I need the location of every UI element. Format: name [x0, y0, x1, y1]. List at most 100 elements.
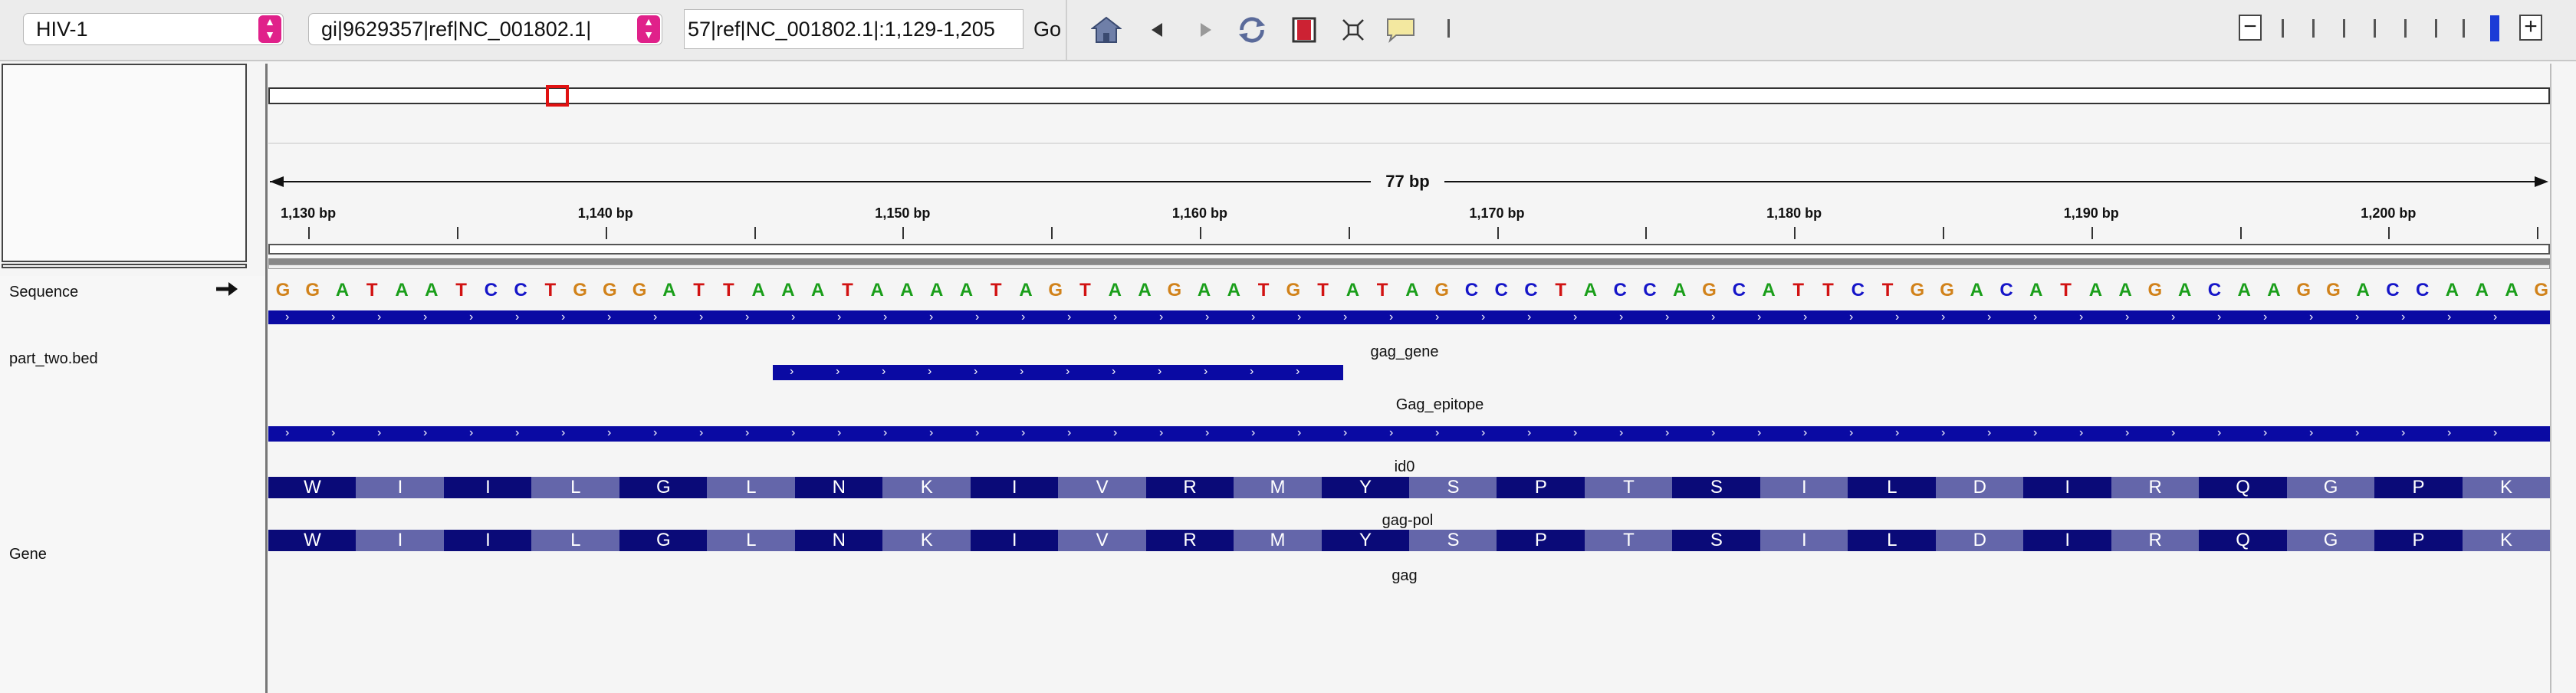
- refresh-icon[interactable]: [1236, 14, 1268, 46]
- locus-input[interactable]: 57|ref|NC_001802.1|:1,129-1,205: [684, 9, 1024, 49]
- track-label-gene[interactable]: Gene: [9, 546, 47, 563]
- amino-acid: Q: [2199, 530, 2288, 551]
- nucleotide: C: [2416, 280, 2430, 301]
- forward-icon[interactable]: [1190, 14, 1222, 46]
- strand-chevron-icon: ›: [1204, 365, 1208, 378]
- strand-chevron-icon: ›: [1757, 310, 1762, 324]
- amino-acid: I: [1760, 530, 1848, 551]
- chromosome-ideogram[interactable]: [268, 87, 2550, 104]
- amino-acid: L: [531, 477, 620, 498]
- strand-chevron-icon: ›: [2447, 426, 2452, 439]
- ruler-tick: [1497, 227, 1499, 239]
- bed-feature-gag-epitope[interactable]: › › › › › › › › › › › ›: [773, 365, 1343, 380]
- strand-chevron-icon: ›: [1251, 426, 1256, 439]
- nucleotide: A: [930, 280, 944, 301]
- zoom-in-button[interactable]: +: [2519, 15, 2542, 41]
- nucleotide: A: [781, 280, 795, 301]
- gene-feature-id0[interactable]: › › › › › › › › › › › › › › › › › › › › › › › › › › › › › › › › › › › › › › › ›…: [268, 426, 2550, 442]
- genome-dropdown[interactable]: HIV-1 ▲ ▼: [23, 13, 284, 45]
- strand-chevron-icon: ›: [1343, 426, 1348, 439]
- amino-acid: G: [619, 530, 708, 551]
- amino-acid: M: [1234, 530, 1322, 551]
- popup-icon[interactable]: [1385, 14, 1417, 46]
- strand-chevron-icon: ›: [2079, 426, 2084, 439]
- strand-chevron-icon: ›: [2263, 310, 2268, 324]
- nucleotide: A: [1197, 280, 1211, 301]
- strand-chevron-icon: ›: [1250, 365, 1254, 378]
- ruler-tick: [1199, 227, 1201, 239]
- strand-chevron-icon: ›: [423, 426, 428, 439]
- nucleotide: A: [2029, 280, 2043, 301]
- zoom-tick[interactable]: [2312, 19, 2315, 38]
- nucleotide: T: [723, 280, 734, 301]
- zoom-current-level[interactable]: [2490, 15, 2499, 41]
- amino-acid: L: [531, 530, 620, 551]
- nucleotide: G: [1940, 280, 1954, 301]
- go-button[interactable]: Go: [1033, 18, 1062, 41]
- feature-label: gag-pol: [1382, 512, 1434, 529]
- strand-chevron-icon: ›: [1113, 310, 1118, 324]
- amino-acid: I: [443, 530, 532, 551]
- home-icon[interactable]: [1090, 14, 1122, 46]
- nucleotide: C: [2386, 280, 2400, 301]
- nucleotide: A: [1346, 280, 1360, 301]
- strand-chevron-icon: ›: [836, 365, 840, 378]
- back-icon[interactable]: [1141, 14, 1173, 46]
- ruler-scrollbar[interactable]: [268, 244, 2550, 255]
- chromosome-dropdown[interactable]: gi|9629357|ref|NC_001802.1| ▲ ▼: [308, 13, 662, 45]
- strand-chevron-icon: ›: [2401, 426, 2406, 439]
- strand-chevron-icon: ›: [837, 426, 842, 439]
- track-label-sequence[interactable]: Sequence: [9, 284, 79, 301]
- strand-chevron-icon: ›: [1021, 426, 1026, 439]
- strand-chevron-icon: ›: [1987, 426, 1992, 439]
- ruler-tick: [1348, 227, 1350, 239]
- amino-acid: K: [882, 477, 971, 498]
- zoom-tick[interactable]: [2374, 19, 2376, 38]
- zoom-tick[interactable]: [2463, 19, 2465, 38]
- strand-chevron-icon: ›: [2033, 310, 2038, 324]
- nucleotide: C: [1999, 280, 2013, 301]
- ruler-tick: [1794, 227, 1796, 239]
- ruler-tick-label: 1,190 bp: [2063, 205, 2119, 221]
- zoom-tick[interactable]: [2404, 19, 2407, 38]
- strand-chevron-icon: ›: [1066, 365, 1070, 378]
- strand-chevron-icon: ›: [929, 426, 934, 439]
- strand-chevron-icon: ›: [331, 310, 336, 324]
- nucleotide: A: [1405, 280, 1419, 301]
- strand-chevron-icon: ›: [2355, 310, 2360, 324]
- nucleotide: G: [275, 280, 291, 301]
- strand-chevron-icon: ›: [699, 310, 704, 324]
- zoom-tick[interactable]: [2343, 19, 2345, 38]
- nucleotide: G: [1048, 280, 1063, 301]
- ruler-tick: [308, 227, 310, 239]
- amino-acid: I: [2023, 477, 2112, 498]
- strand-chevron-icon: ›: [883, 310, 888, 324]
- track-label-bed[interactable]: part_two.bed: [9, 350, 98, 367]
- ruler-tick: [2239, 227, 2242, 239]
- strand-chevron-icon: ›: [377, 310, 382, 324]
- strand-chevron-icon: ›: [2493, 310, 2498, 324]
- strand-chevron-icon: ›: [1527, 310, 1532, 324]
- strand-chevron-icon: ›: [1573, 426, 1578, 439]
- bed-feature-gag-gene[interactable]: › › › › › › › › › › › › › › › › › › › › › › › › › › › › › › › › › › › › › › › ›…: [268, 310, 2550, 324]
- strand-chevron-icon: ›: [1941, 310, 1946, 324]
- nucleotide: A: [662, 280, 676, 301]
- zoom-tick[interactable]: [2435, 19, 2437, 38]
- roi-icon[interactable]: [1288, 14, 1320, 46]
- strand-chevron-icon: ›: [2355, 426, 2360, 439]
- nucleotide: G: [2326, 280, 2341, 301]
- zoom-out-button[interactable]: −: [2239, 15, 2262, 41]
- nucleotide: A: [1108, 280, 1122, 301]
- strand-chevron-icon: ›: [1112, 365, 1116, 378]
- zoom-tick[interactable]: [2282, 19, 2284, 38]
- amino-acid: P: [2374, 477, 2463, 498]
- strand-arrow-icon[interactable]: [215, 281, 239, 297]
- nucleotide: A: [751, 280, 765, 301]
- fit-icon[interactable]: [1337, 14, 1369, 46]
- track-name-panel: [0, 276, 265, 693]
- nucleotide: A: [2475, 280, 2489, 301]
- ruler-top-line: [268, 143, 2550, 144]
- amino-acid: I: [970, 530, 1059, 551]
- nucleotide: T: [1792, 280, 1805, 301]
- amino-acid: G: [619, 477, 708, 498]
